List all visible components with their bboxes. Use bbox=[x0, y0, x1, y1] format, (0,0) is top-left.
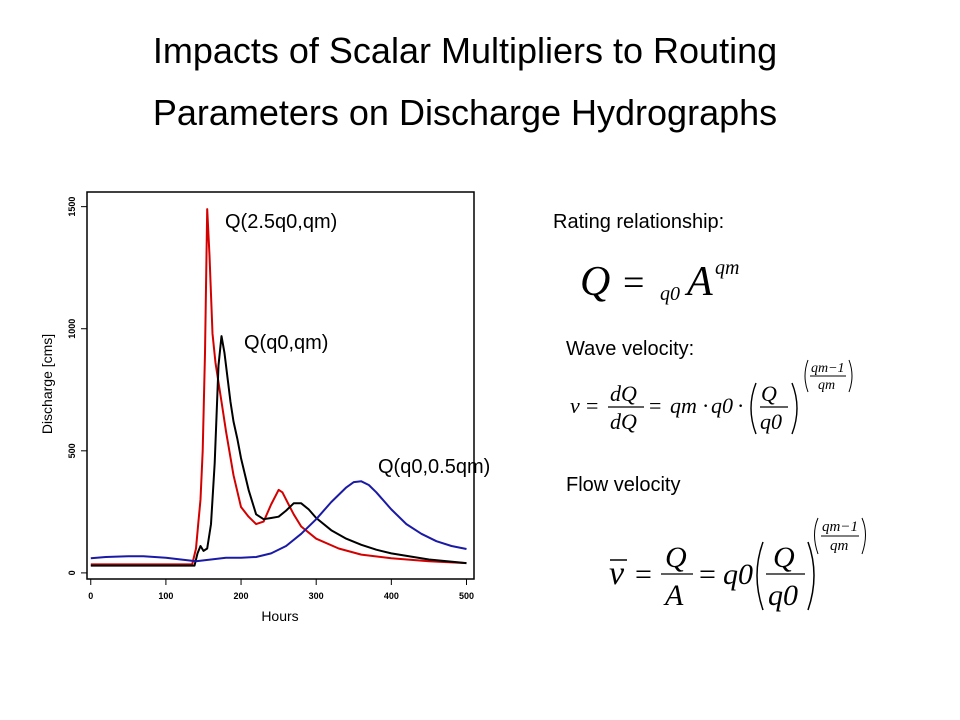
eq-qm-exponent: qm bbox=[715, 257, 739, 279]
eq-q0: q0 bbox=[723, 558, 753, 591]
eq-exponent-denominator: qm bbox=[830, 538, 849, 554]
eq-equals: = bbox=[586, 393, 598, 418]
x-tick-label: 0 bbox=[88, 591, 93, 601]
annotation-half-qm: Q(q0,0.5qm) bbox=[378, 456, 491, 478]
rating-equation: Q = q0 A qm bbox=[580, 257, 739, 305]
eq-dq-numerator: dQ bbox=[610, 381, 637, 406]
annotation-high-q0: Q(2.5q0,qm) bbox=[225, 211, 338, 233]
x-tick-label: 100 bbox=[158, 591, 173, 601]
series-line-1 bbox=[90, 335, 467, 567]
eq-dot-2: · bbox=[737, 393, 744, 418]
eq-q0: q0 bbox=[711, 393, 733, 418]
y-tick-label: 1500 bbox=[67, 197, 77, 217]
annotation-baseline: Q(q0,qm) bbox=[244, 332, 329, 354]
eq-equals: = bbox=[623, 262, 644, 304]
wave-velocity-label: Wave velocity: bbox=[566, 338, 695, 360]
eq-q-numerator: Q bbox=[665, 541, 687, 574]
x-axis: 0 100 200 300 400 500 bbox=[88, 579, 474, 601]
eq-exponent-numerator: qm−1 bbox=[822, 519, 858, 535]
flow-velocity-equation: v = Q A = q0 Q q0 qm−1 qm bbox=[609, 517, 866, 612]
eq-qm: qm bbox=[670, 393, 697, 418]
eq-q-inner: Q bbox=[773, 541, 795, 574]
y-axis-label: Discharge [cms] bbox=[39, 334, 55, 434]
x-tick-label: 400 bbox=[384, 591, 399, 601]
y-tick-label: 1000 bbox=[67, 319, 77, 339]
eq-a-denominator: A bbox=[663, 579, 684, 612]
eq-v: v bbox=[570, 393, 580, 418]
series-line-0 bbox=[90, 208, 467, 566]
eq-a: A bbox=[684, 259, 713, 305]
x-tick-label: 500 bbox=[459, 591, 474, 601]
eq-exponent-denominator: qm bbox=[818, 378, 835, 393]
y-tick-label: 500 bbox=[67, 443, 77, 458]
eq-equals-2: = bbox=[699, 558, 716, 591]
y-tick-label: 0 bbox=[67, 570, 77, 575]
x-axis-label: Hours bbox=[261, 608, 298, 624]
eq-equals: = bbox=[635, 558, 652, 591]
flow-velocity-label: Flow velocity bbox=[566, 474, 681, 496]
eq-equals-2: = bbox=[649, 393, 661, 418]
eq-q0-denominator: q0 bbox=[760, 409, 782, 434]
eq-exponent-numerator: qm−1 bbox=[811, 361, 845, 376]
eq-dq-denominator: dQ bbox=[610, 409, 637, 434]
eq-q: Q bbox=[580, 259, 610, 305]
series-line-2 bbox=[90, 480, 467, 563]
eq-q-numerator: Q bbox=[761, 381, 777, 406]
wave-velocity-equation: v = dQ dQ = qm · q0 · Q q0 qm−1 qm bbox=[570, 359, 853, 435]
x-tick-label: 300 bbox=[309, 591, 324, 601]
eq-v-bar: v bbox=[609, 555, 625, 592]
slide-title-line-1: Impacts of Scalar Multipliers to Routing bbox=[152, 30, 778, 71]
plot-frame bbox=[86, 191, 475, 580]
y-axis: 0 500 1000 1500 bbox=[67, 197, 87, 575]
eq-q0: q0 bbox=[660, 283, 680, 305]
rating-relationship-label: Rating relationship: bbox=[553, 211, 725, 233]
eq-dot: · bbox=[702, 393, 709, 418]
x-tick-label: 200 bbox=[234, 591, 249, 601]
eq-q0-inner: q0 bbox=[768, 579, 798, 612]
slide-title-line-2: Parameters on Discharge Hydrographs bbox=[152, 92, 778, 133]
series-lines bbox=[90, 208, 467, 567]
